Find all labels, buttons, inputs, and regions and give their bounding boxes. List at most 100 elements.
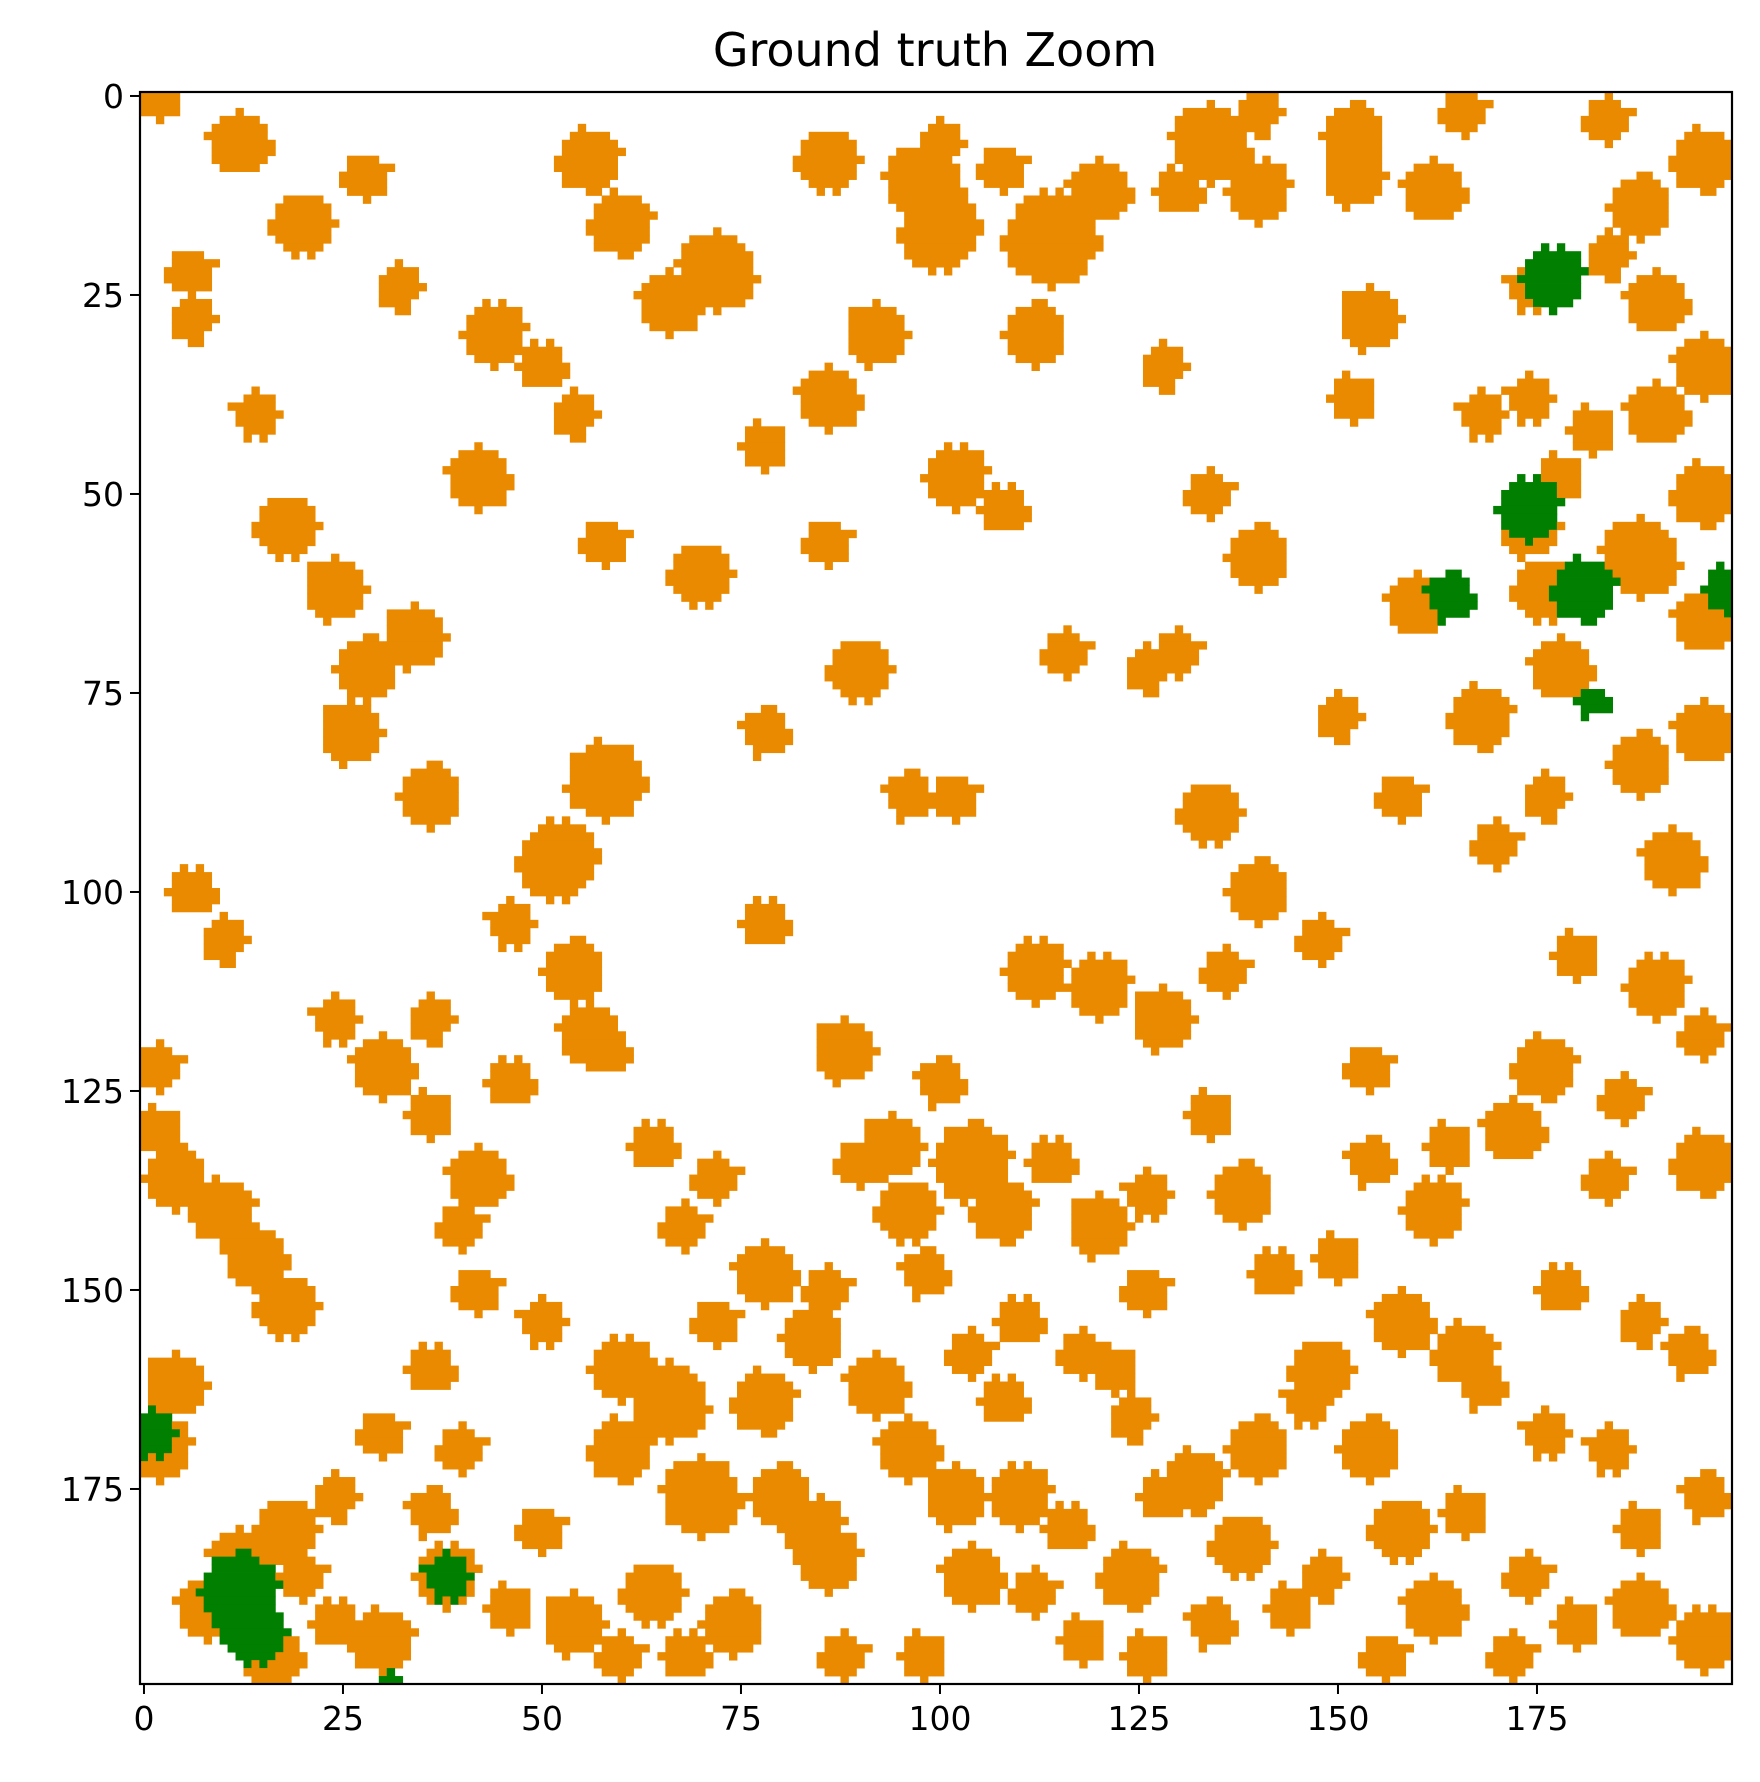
heatmap-orange-run	[1684, 641, 1725, 650]
heatmap-orange-run	[697, 1333, 738, 1343]
heatmap-orange-run	[641, 1620, 650, 1629]
heatmap-orange-run	[665, 1206, 698, 1215]
heatmap-orange-run	[1620, 1628, 1661, 1637]
heatmap-orange-run	[1509, 1071, 1574, 1080]
heatmap-orange-run	[1548, 617, 1558, 626]
heatmap-orange-run	[649, 275, 762, 284]
heatmap-orange-run	[880, 1190, 937, 1199]
heatmap-orange-run	[1222, 1214, 1263, 1223]
heatmap-orange-run	[808, 521, 841, 531]
heatmap-orange-run	[1326, 115, 1383, 125]
heatmap-orange-run	[187, 1206, 252, 1215]
heatmap-orange-run	[1540, 1270, 1582, 1279]
heatmap-orange-run	[1461, 1532, 1470, 1542]
heatmap-orange-run	[514, 856, 603, 865]
heatmap-orange-run	[1525, 1437, 1566, 1446]
heatmap-orange-run	[538, 824, 587, 833]
heatmap-orange-run	[267, 1500, 308, 1510]
heatmap-orange-run	[784, 1540, 857, 1550]
heatmap-orange-run	[1135, 1023, 1192, 1032]
heatmap-green-run	[140, 1437, 173, 1446]
heatmap-orange-run	[418, 1087, 427, 1096]
heatmap-orange-run	[617, 1397, 626, 1406]
heatmap-orange-run	[1095, 155, 1104, 165]
heatmap-orange-run	[498, 943, 507, 953]
heatmap-orange-run	[545, 1620, 611, 1629]
heatmap-orange-run	[362, 1039, 404, 1048]
heatmap-orange-run	[760, 1469, 802, 1478]
heatmap-orange-run	[1556, 935, 1598, 945]
heatmap-orange-run	[561, 1039, 626, 1048]
heatmap-orange-run	[1676, 139, 1733, 149]
heatmap-orange-run	[1341, 1150, 1391, 1160]
plot-area	[138, 90, 1734, 1686]
heatmap-orange-run	[474, 306, 523, 316]
heatmap-orange-run	[1015, 943, 1064, 953]
heatmap-orange-run	[657, 1620, 666, 1629]
heatmap-green-run	[378, 1676, 404, 1685]
heatmap-orange-run	[1501, 1580, 1550, 1589]
heatmap-orange-run	[641, 314, 698, 324]
heatmap-orange-run	[912, 1286, 945, 1295]
heatmap-orange-run	[1612, 1620, 1669, 1629]
heatmap-orange-run	[1564, 927, 1574, 937]
heatmap-orange-run	[1668, 163, 1733, 172]
heatmap-green-run	[1540, 243, 1550, 252]
heatmap-orange-run	[617, 1477, 634, 1486]
heatmap-orange-run	[904, 1636, 945, 1645]
heatmap-orange-run	[140, 1469, 181, 1478]
heatmap-orange-run	[171, 306, 213, 316]
heatmap-orange-run	[545, 983, 603, 992]
heatmap-orange-run	[936, 1142, 1009, 1152]
heatmap-orange-run	[346, 155, 380, 165]
heatmap-orange-run	[943, 1182, 1024, 1191]
heatmap-orange-run	[705, 1604, 762, 1613]
heatmap-orange-run	[490, 1063, 531, 1072]
heatmap-orange-run	[1055, 1349, 1136, 1359]
heatmap-orange-run	[1700, 1055, 1709, 1064]
heatmap-orange-run	[522, 370, 571, 379]
heatmap-orange-run	[259, 537, 316, 547]
heatmap-orange-run	[1525, 1548, 1534, 1558]
heatmap-orange-run	[1556, 959, 1598, 968]
heatmap-orange-run	[1620, 1118, 1629, 1128]
heatmap-orange-run	[140, 1047, 173, 1056]
heatmap-orange-run	[514, 1532, 563, 1542]
heatmap-orange-run	[561, 1031, 626, 1040]
heatmap-orange-run	[1318, 1238, 1359, 1247]
heatmap-orange-run	[1357, 346, 1367, 356]
heatmap-orange-run	[1055, 1134, 1064, 1144]
heatmap-orange-run	[1533, 418, 1542, 427]
heatmap-orange-run	[1341, 330, 1399, 340]
heatmap-orange-run	[1190, 482, 1239, 491]
heatmap-green-run	[203, 1572, 276, 1581]
heatmap-orange-run	[1429, 1126, 1470, 1136]
heatmap-orange-run	[920, 474, 985, 483]
heatmap-orange-run	[816, 1652, 865, 1661]
heatmap-orange-run	[211, 139, 276, 149]
heatmap-orange-run	[211, 919, 244, 929]
heatmap-orange-run	[888, 776, 929, 785]
heatmap-orange-run	[633, 1150, 682, 1160]
heatmap-orange-run	[1676, 633, 1733, 642]
heatmap-orange-run	[171, 322, 213, 332]
heatmap-orange-run	[1700, 187, 1717, 196]
heatmap-orange-run	[410, 1373, 459, 1382]
heatmap-orange-run	[1668, 1166, 1733, 1175]
heatmap-orange-run	[1341, 306, 1399, 316]
heatmap-orange-run	[1588, 1453, 1629, 1462]
heatmap-orange-run	[522, 1325, 563, 1335]
heatmap-orange-run	[713, 1150, 722, 1160]
heatmap-orange-run	[569, 776, 650, 785]
heatmap-orange-run	[1676, 378, 1733, 387]
heatmap-orange-run	[1533, 617, 1542, 626]
heatmap-orange-run	[983, 1413, 1024, 1422]
heatmap-orange-run	[1692, 458, 1701, 467]
heatmap-orange-run	[1572, 410, 1613, 419]
heatmap-orange-run	[824, 1668, 857, 1677]
heatmap-orange-run	[569, 792, 642, 801]
heatmap-orange-run	[943, 1556, 1001, 1565]
heatmap-orange-run	[1230, 1461, 1287, 1470]
heatmap-orange-run	[171, 283, 213, 292]
heatmap-orange-run	[888, 1230, 929, 1239]
